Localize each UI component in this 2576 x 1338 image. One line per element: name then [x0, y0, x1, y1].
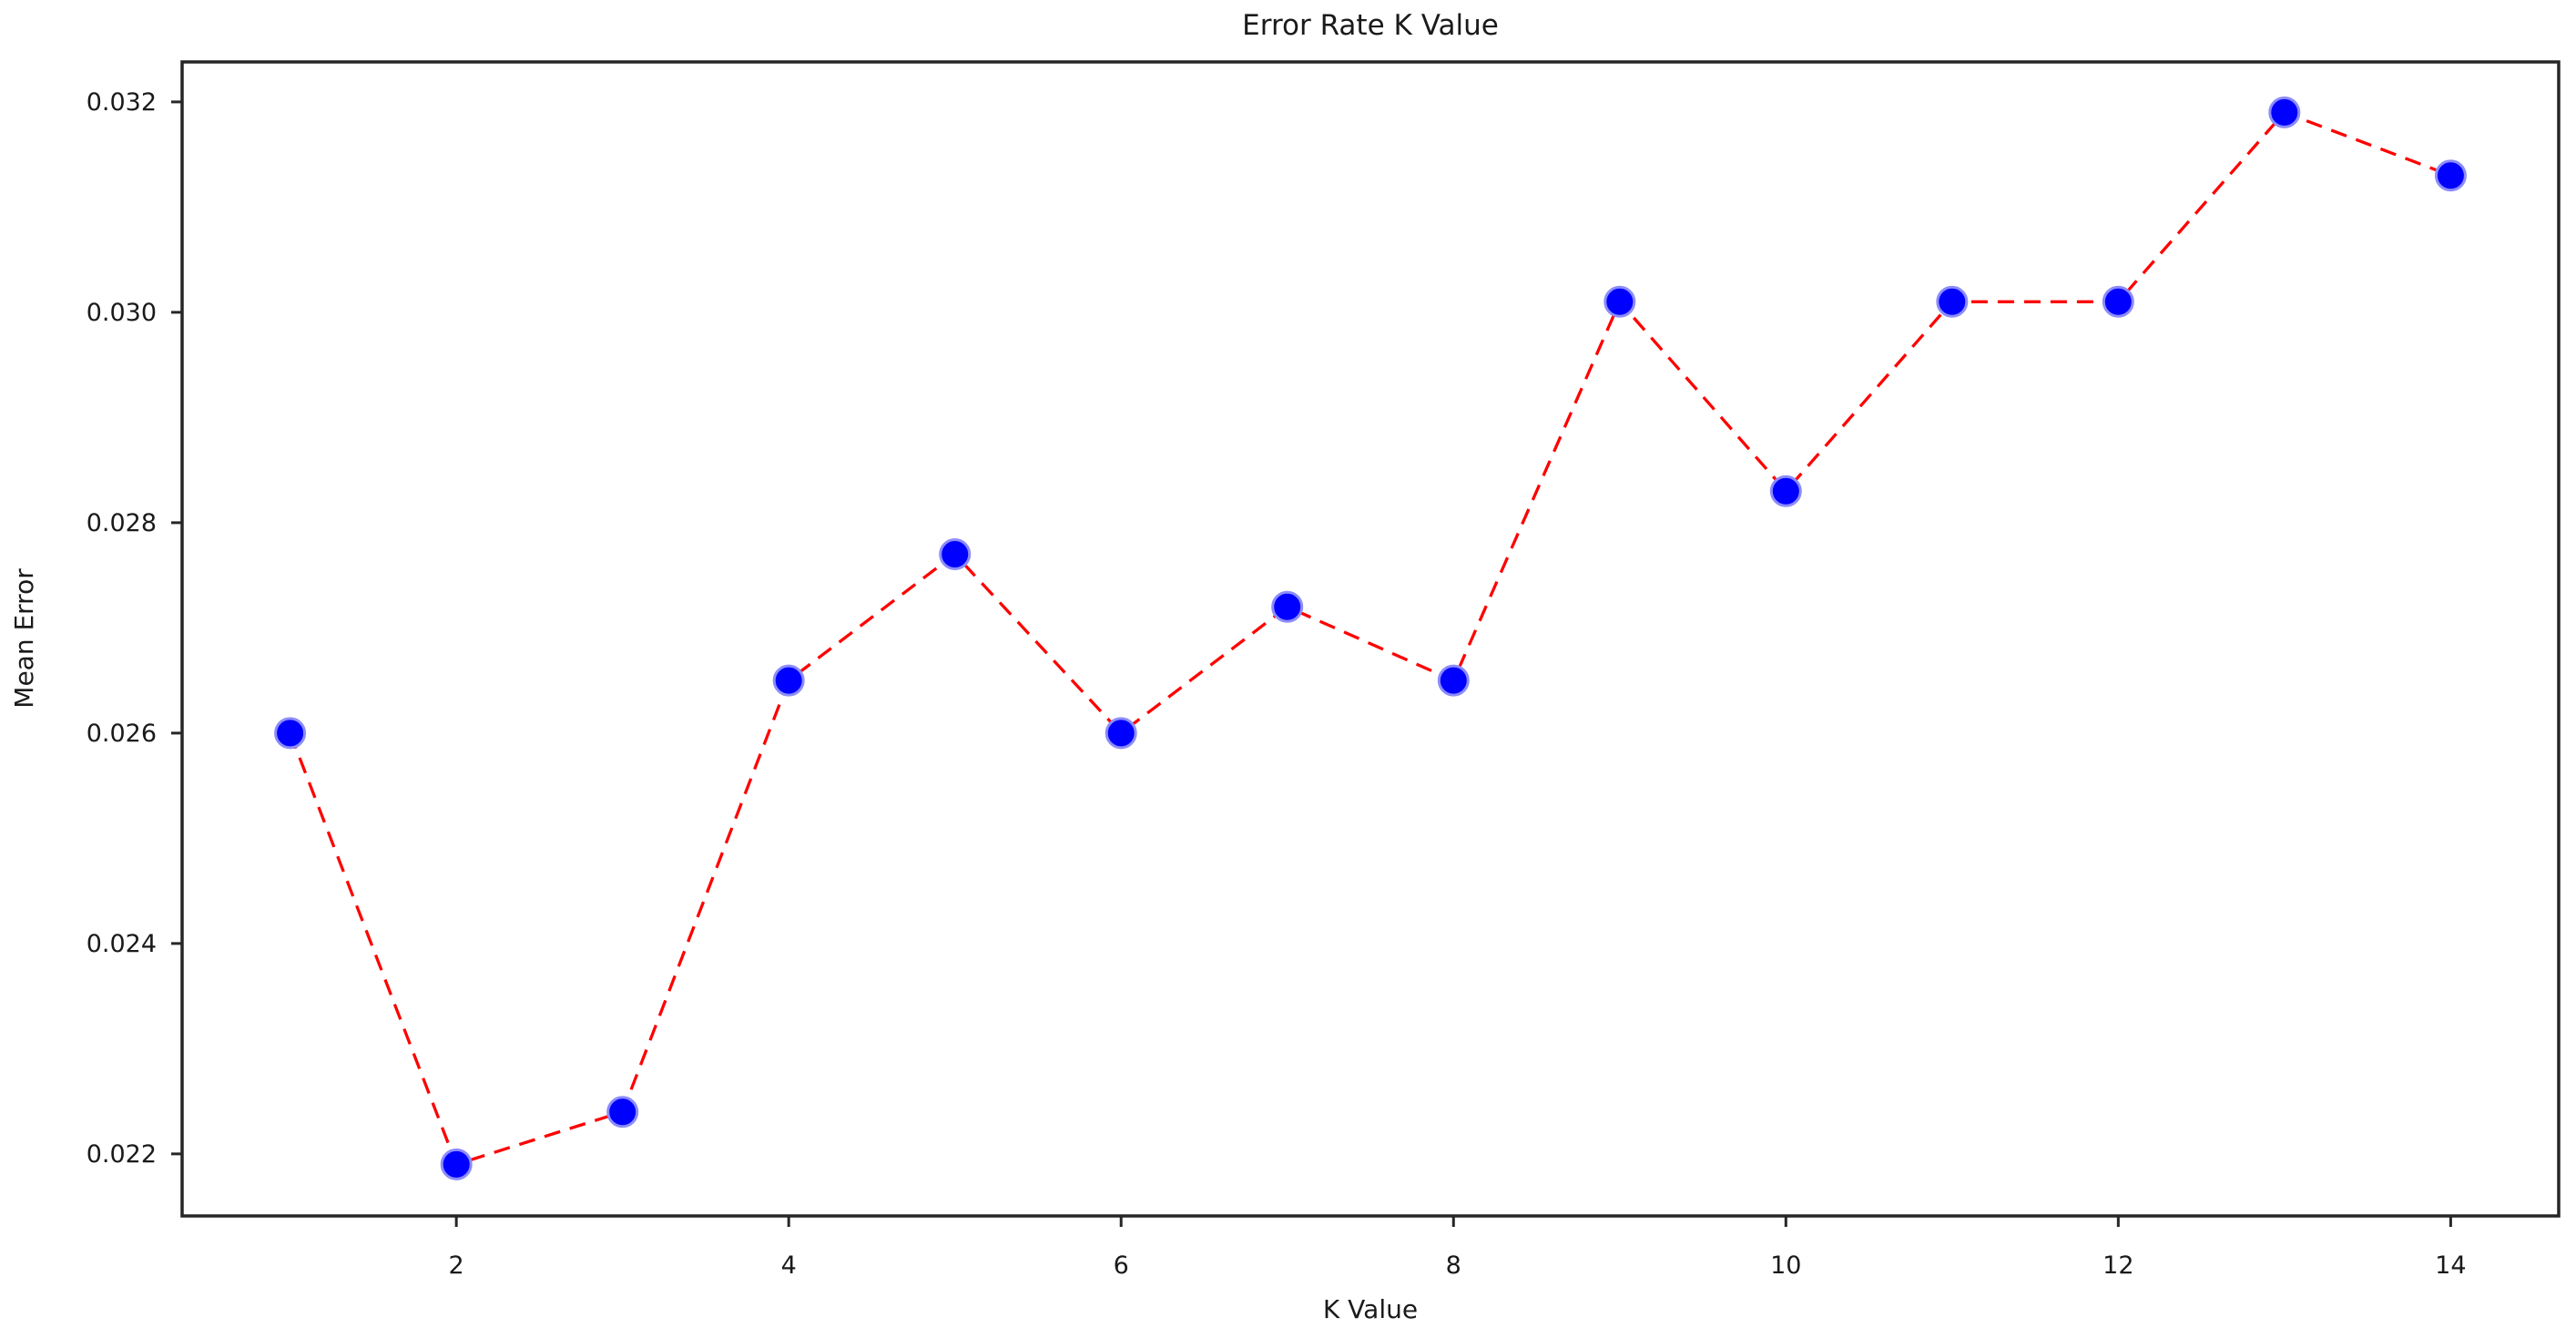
data-point-k5: [939, 538, 972, 570]
x-tick-label: 12: [2103, 1251, 2133, 1280]
axis-ticks: 2 4 6 8 10 12 14 0.022 0.024 0.026 0.028 0.030 0.032: [87, 88, 2467, 1280]
data-point-k12: [2102, 285, 2134, 318]
x-tick-label: 10: [1770, 1251, 1801, 1280]
line-series: [274, 96, 2467, 1180]
data-point-k13: [2268, 96, 2301, 128]
data-point-k11: [1936, 285, 1969, 318]
data-point-k8: [1437, 664, 1470, 697]
y-axis-label: Mean Error: [9, 568, 39, 709]
data-point-k1: [274, 717, 307, 750]
data-point-k2: [440, 1148, 473, 1180]
x-tick-label: 6: [1114, 1251, 1129, 1280]
y-tick-label: 0.024: [87, 930, 157, 958]
data-point-k14: [2434, 159, 2467, 192]
error-rate-line: [289, 110, 2451, 1167]
data-point-k3: [606, 1096, 639, 1129]
plot-area-border: [180, 60, 2561, 1218]
data-point-k9: [1604, 285, 1636, 318]
data-point-k6: [1105, 717, 1137, 750]
x-tick-label: 4: [781, 1251, 797, 1280]
data-point-k4: [772, 664, 805, 697]
chart-title: Error Rate K Value: [1242, 9, 1499, 42]
y-tick-label: 0.022: [87, 1140, 157, 1169]
y-tick-label: 0.030: [87, 299, 157, 327]
y-tick-label: 0.028: [87, 509, 157, 537]
y-tick-label: 0.026: [87, 720, 157, 748]
data-point-k7: [1271, 590, 1304, 623]
x-tick-label: 2: [449, 1251, 464, 1280]
data-point-k10: [1769, 475, 1802, 507]
y-tick-label: 0.032: [87, 88, 157, 117]
x-tick-label: 8: [1446, 1251, 1461, 1280]
x-axis-label: K Value: [1323, 1294, 1418, 1324]
x-tick-label: 14: [2435, 1251, 2466, 1280]
